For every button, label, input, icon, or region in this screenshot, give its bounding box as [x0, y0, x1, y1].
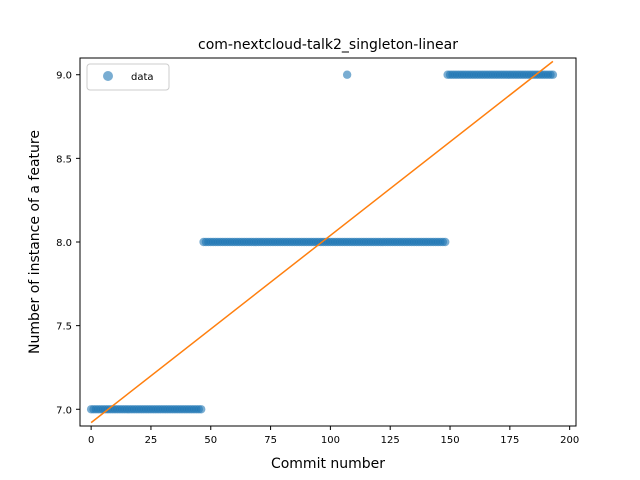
- x-tick-label: 100: [321, 435, 340, 446]
- y-tick-label: 8.5: [56, 154, 72, 165]
- x-tick-label: 200: [560, 435, 579, 446]
- data-point: [343, 71, 351, 79]
- legend: data: [87, 64, 169, 90]
- x-tick-label: 125: [381, 435, 400, 446]
- chart-title: com-nextcloud-talk2_singleton-linear: [198, 37, 458, 53]
- data-point: [197, 405, 205, 413]
- x-tick-label: 150: [440, 435, 459, 446]
- data-point: [549, 71, 557, 79]
- y-tick-label: 8.0: [56, 238, 72, 249]
- legend-marker-data: [103, 71, 113, 81]
- y-axis-label: Number of instance of a feature: [27, 130, 43, 354]
- x-axis-label: Commit number: [271, 456, 385, 472]
- legend-frame: [87, 64, 169, 90]
- x-tick-label: 0: [88, 435, 94, 446]
- y-tick-label: 9.0: [56, 71, 72, 82]
- x-tick-label: 175: [500, 435, 519, 446]
- x-tick-label: 50: [204, 435, 217, 446]
- y-tick-label: 7.0: [56, 405, 72, 416]
- x-tick-label: 25: [145, 435, 158, 446]
- data-point: [441, 238, 449, 246]
- y-tick-label: 7.5: [56, 322, 72, 333]
- legend-label-data: data: [131, 72, 154, 83]
- x-tick-label: 75: [264, 435, 277, 446]
